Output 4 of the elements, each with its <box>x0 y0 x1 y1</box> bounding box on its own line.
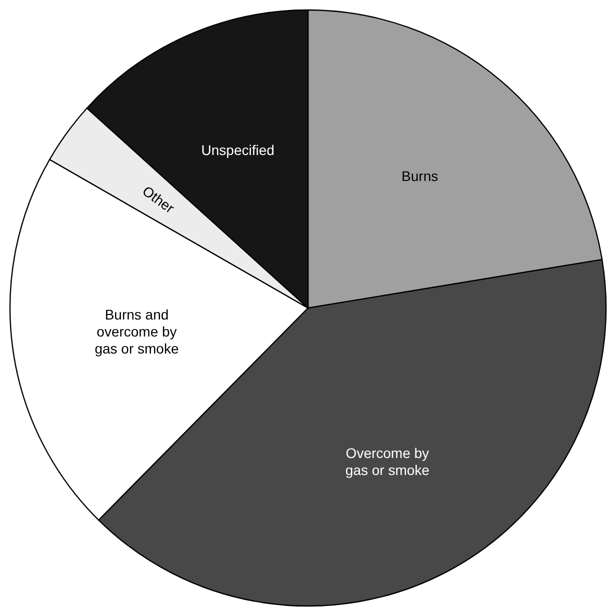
slice-label: Burns <box>402 168 438 184</box>
slice-label: Overcome by gas or smoke <box>345 445 430 478</box>
slice-label: Unspecified <box>201 142 274 158</box>
slice-label: Burns and overcome by gas or smoke <box>94 306 179 356</box>
